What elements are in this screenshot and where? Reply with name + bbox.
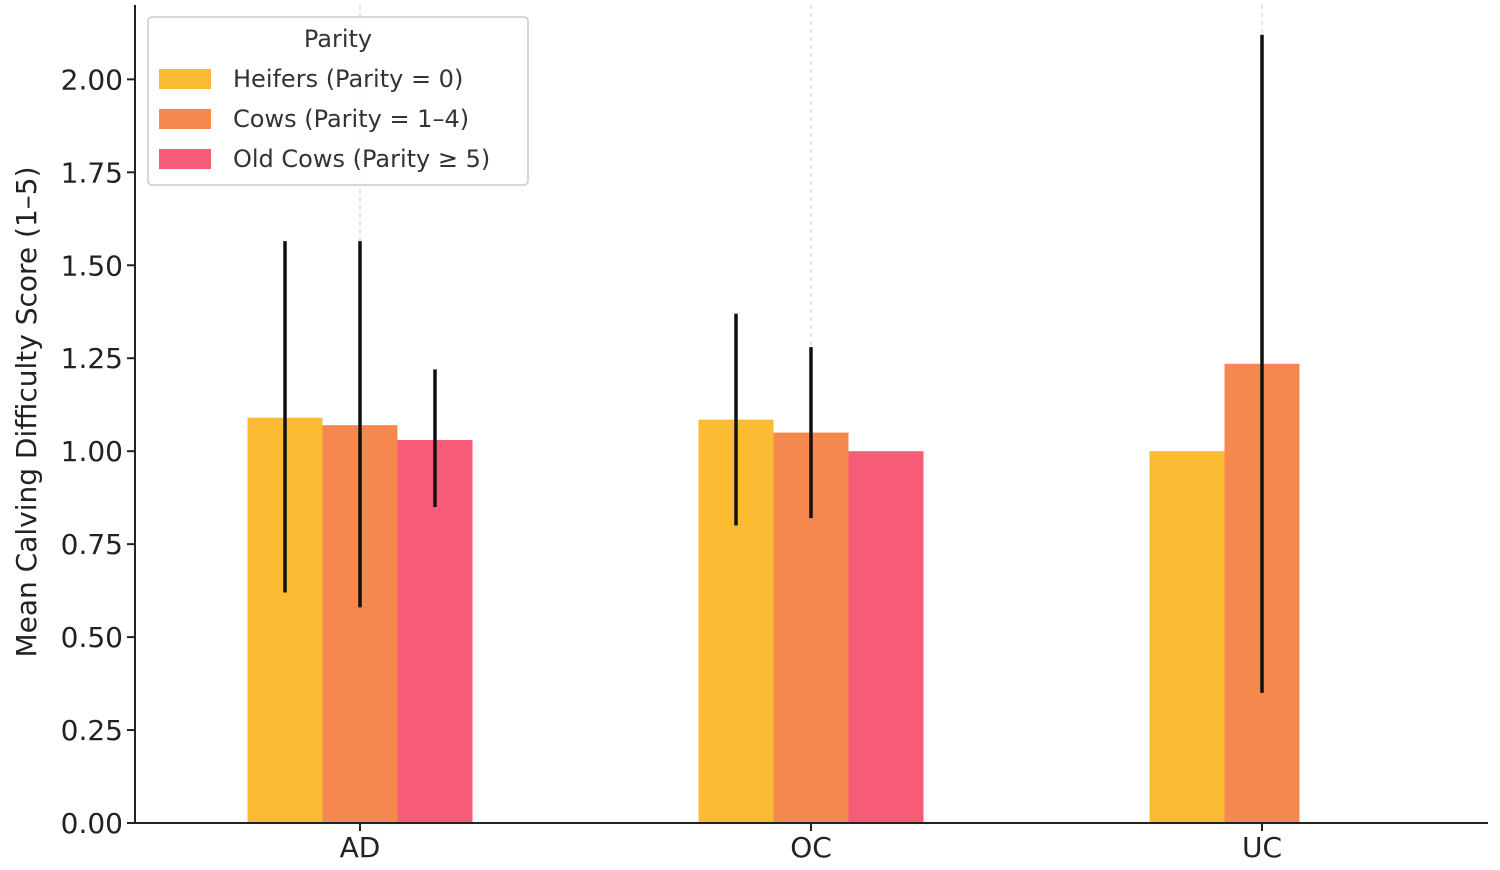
y-tick-label: 1.25 [61,342,123,375]
ticks-layer: 0.00 0.25 0.50 0.75 1.00 1.25 1.50 1.75 2.00 AD OC… [61,63,1282,864]
legend-box [147,16,529,186]
legend-title: Parity [304,25,372,53]
y-tick-label: 0.75 [61,528,123,561]
legend-label-1: Cows (Parity = 1–4) [233,105,469,133]
legend-swatch-1 [159,109,211,129]
error-bars-layer [283,34,1264,693]
y-tick-label: 1.75 [61,156,123,189]
x-tick-label-uc: UC [1242,831,1282,864]
y-tick-label: 1.50 [61,249,123,282]
legend-items: Heifers (Parity = 0) Cows (Parity = 1–4) O… [159,65,490,173]
bars-layer [247,363,1300,823]
y-tick-label: 0.25 [61,714,123,747]
y-axis-label: Mean Calving Difficulty Score (1–5) [10,166,43,657]
x-tick-label-oc: OC [790,831,832,864]
y-tick-label: 2.00 [61,63,123,96]
x-tick-label-ad: AD [340,831,381,864]
y-tick-label: 1.00 [61,435,123,468]
y-tick-label: 0.00 [61,807,123,840]
bar-s0-uc [1149,451,1225,823]
legend-label-2: Old Cows (Parity ≥ 5) [233,145,490,173]
bar-s2-oc [848,451,924,823]
legend-label-0: Heifers (Parity = 0) [233,65,463,93]
legend[interactable]: Parity Heifers (Parity = 0) Cows (Parity … [147,16,529,186]
legend-swatch-2 [159,149,211,169]
legend-swatch-0 [159,69,211,89]
y-tick-label: 0.50 [61,621,123,654]
